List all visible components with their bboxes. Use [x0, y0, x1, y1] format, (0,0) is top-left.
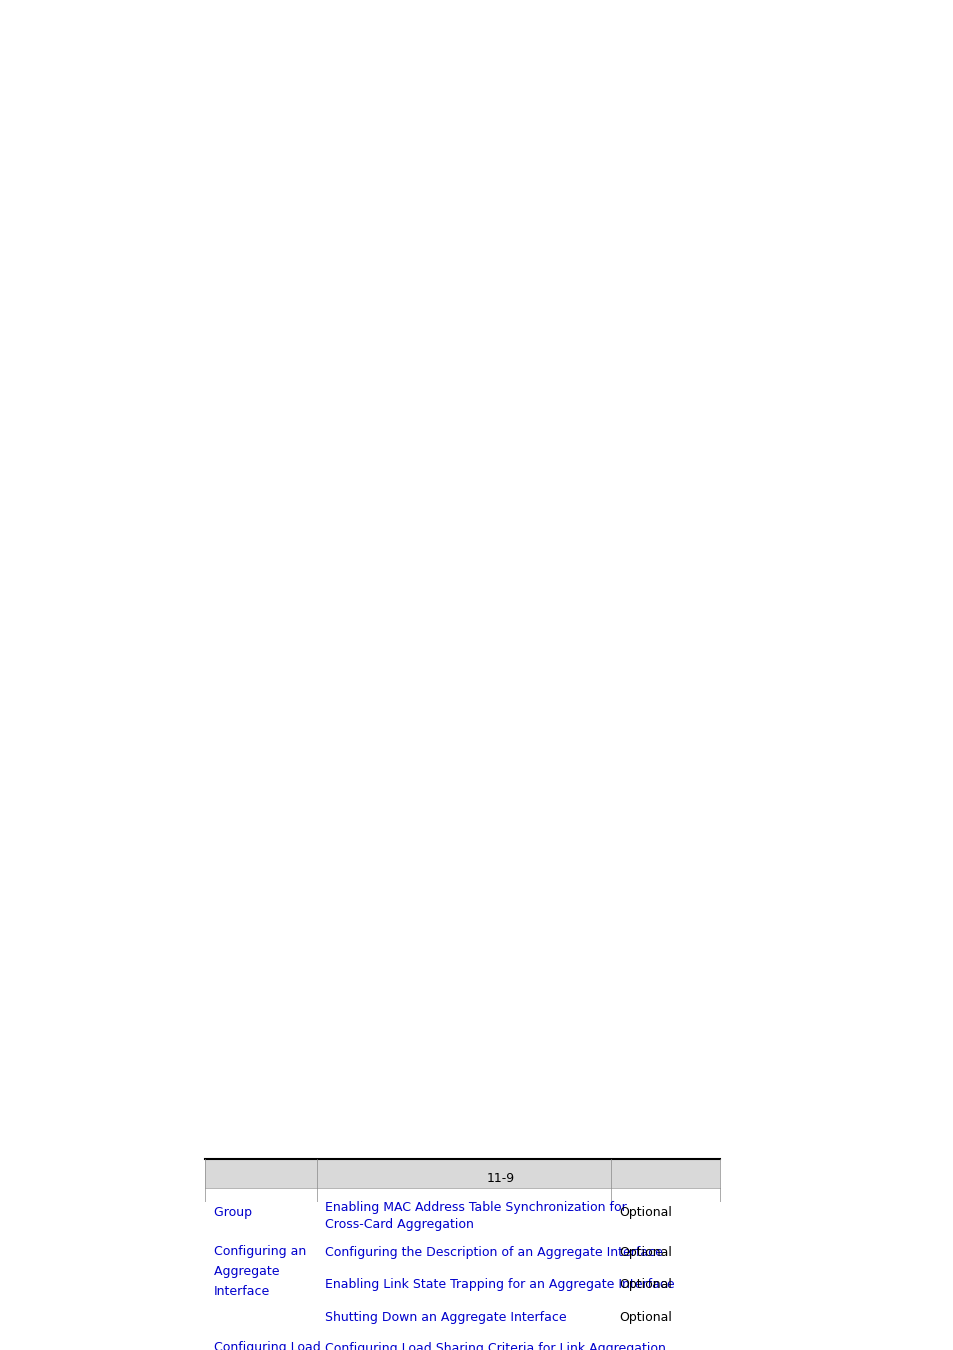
Text: Optional: Optional — [618, 1278, 671, 1291]
Text: Optional: Optional — [618, 1246, 671, 1258]
Text: Optional: Optional — [618, 1206, 671, 1219]
Text: Enabling MAC Address Table Synchronization for: Enabling MAC Address Table Synchronizati… — [324, 1202, 630, 1215]
Text: Configuring an 
Aggregate 
Interface: Configuring an Aggregate Interface — [213, 1246, 310, 1299]
Bar — [204, 1160, 720, 1188]
Text: Cross-Card Aggregation: Cross-Card Aggregation — [324, 1218, 473, 1231]
Text: Configuring Load 
Sharing for Link 
Aggregation 
Groups: Configuring Load Sharing for Link Aggreg… — [213, 1341, 324, 1350]
Text: Group: Group — [213, 1206, 255, 1219]
Text: Configuring Load Sharing Criteria for Link Aggregation: Configuring Load Sharing Criteria for Li… — [324, 1342, 669, 1350]
Text: Enabling Link State Trapping for an Aggregate Interface: Enabling Link State Trapping for an Aggr… — [324, 1278, 674, 1291]
Text: 11-9: 11-9 — [486, 1172, 515, 1185]
Text: Configuring the Description of an Aggregate Interface: Configuring the Description of an Aggreg… — [324, 1246, 661, 1258]
Text: Shutting Down an Aggregate Interface: Shutting Down an Aggregate Interface — [324, 1311, 566, 1323]
Text: Optional: Optional — [618, 1311, 671, 1323]
